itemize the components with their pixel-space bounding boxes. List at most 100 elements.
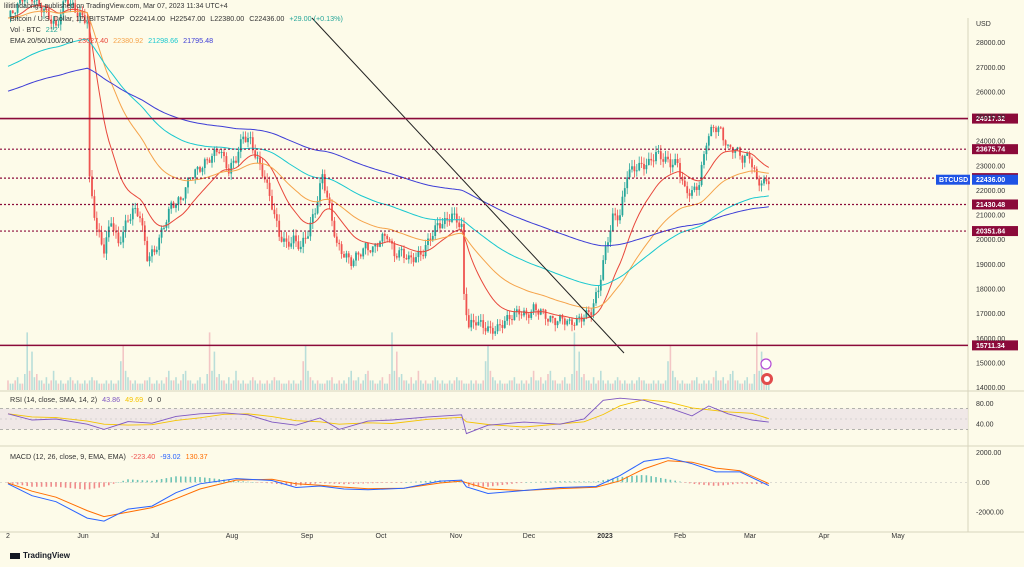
candle-body bbox=[98, 229, 101, 233]
macd-hist-bar bbox=[765, 482, 768, 485]
volume-bar bbox=[722, 377, 724, 390]
candle-body bbox=[148, 256, 151, 262]
volume-bar bbox=[410, 377, 412, 390]
volume-bar bbox=[573, 332, 576, 390]
volume-bar bbox=[295, 383, 297, 390]
macd-hist-bar bbox=[674, 480, 676, 483]
candle-body bbox=[163, 227, 165, 229]
volume-bar bbox=[732, 370, 734, 390]
volume-bar bbox=[636, 380, 638, 390]
candle-body bbox=[609, 230, 612, 243]
candle-body bbox=[88, 22, 91, 177]
volume-bar bbox=[460, 380, 463, 390]
macd-hist-bar bbox=[391, 482, 393, 483]
volume-bar bbox=[484, 361, 487, 390]
candle-body bbox=[19, 0, 21, 4]
volume-bar bbox=[254, 380, 256, 390]
macd-legend[interactable]: MACD (12, 26, close, 9, EMA, EMA) -223.4… bbox=[10, 452, 211, 461]
volume-bar bbox=[508, 380, 511, 390]
volume-bar bbox=[218, 374, 220, 390]
volume-bar bbox=[648, 383, 650, 390]
candle-body bbox=[700, 164, 703, 186]
candle-body bbox=[662, 159, 665, 162]
tradingview-logo[interactable]: TradingView bbox=[10, 551, 70, 560]
macd-hist-bar bbox=[84, 482, 86, 490]
level-tag-label: 23675.74 bbox=[976, 147, 1005, 154]
macd-hist-bar bbox=[520, 482, 523, 483]
volume-bar bbox=[720, 380, 722, 390]
candle-body bbox=[475, 322, 477, 326]
volume-bar bbox=[271, 380, 273, 390]
candle-body bbox=[477, 321, 480, 326]
macd-hist-bar bbox=[501, 482, 504, 485]
dividend-icon bbox=[760, 358, 772, 370]
volume-bar bbox=[76, 380, 79, 390]
candle-body bbox=[266, 179, 269, 183]
rsi-legend[interactable]: RSI (14, close, SMA, 14, 2) 43.86 49.69 … bbox=[10, 395, 164, 404]
volume-bar bbox=[453, 380, 456, 390]
candle-body bbox=[669, 159, 672, 168]
candle-body bbox=[139, 216, 141, 219]
macd-hist-bar bbox=[448, 480, 451, 483]
symbol-legend[interactable]: Bitcoin / U.S. Dollar, 1D, BITSTAMP O224… bbox=[10, 14, 346, 23]
macd-hist-bar bbox=[420, 481, 422, 483]
last-price-tag bbox=[972, 174, 1018, 185]
candle-body bbox=[559, 314, 561, 322]
volume-bar bbox=[64, 383, 67, 390]
volume-bar bbox=[638, 377, 640, 390]
candle-body bbox=[35, 0, 38, 1]
macd-hist-bar bbox=[151, 480, 153, 483]
macd-hist-bar bbox=[204, 477, 206, 483]
volume-bar bbox=[62, 383, 64, 390]
candle-body bbox=[295, 235, 297, 242]
candle-body bbox=[201, 168, 204, 172]
candle-body bbox=[71, 3, 74, 5]
macd-hist-bar bbox=[664, 478, 667, 483]
symbol-tag-label: BTCUSD bbox=[939, 177, 968, 184]
volume-bar bbox=[187, 380, 189, 390]
ohlc-high: H22547.00 bbox=[170, 14, 206, 23]
volume-bar bbox=[12, 383, 14, 390]
candle-body bbox=[302, 237, 305, 247]
candle-body bbox=[38, 0, 41, 7]
volume-bar bbox=[729, 374, 732, 390]
volume-bar bbox=[148, 377, 151, 390]
macd-hist-bar bbox=[559, 481, 561, 483]
price-tick-label: 27000.00 bbox=[976, 65, 1005, 72]
macd-hist-bar bbox=[684, 482, 686, 483]
volume-bar bbox=[223, 380, 225, 390]
volume-bar bbox=[230, 383, 232, 390]
volume-bar bbox=[420, 380, 422, 390]
volume-bar bbox=[408, 383, 410, 390]
candle-body bbox=[331, 203, 333, 221]
volume-bar bbox=[672, 370, 674, 390]
ema-legend[interactable]: EMA 20/50/100/200 23027.40 22380.92 2129… bbox=[10, 36, 216, 45]
volume-bar bbox=[588, 380, 590, 390]
candle-body bbox=[206, 159, 209, 161]
volume-bar bbox=[768, 380, 770, 390]
candle-body bbox=[251, 137, 254, 151]
volume-bar bbox=[480, 383, 482, 390]
volume-bar bbox=[609, 383, 612, 390]
volume-legend[interactable]: Vol · BTC 212 bbox=[10, 25, 61, 34]
candle-body bbox=[501, 324, 504, 328]
time-axis[interactable]: 2 Jun Jul Aug Sep Oct Nov Dec 2023 Feb Mar Apr May bbox=[6, 533, 905, 540]
macd-hist-bar bbox=[415, 481, 417, 483]
candle-body bbox=[278, 220, 281, 237]
volume-bar bbox=[276, 380, 278, 390]
candle-body bbox=[76, 12, 79, 17]
volume-bar bbox=[45, 377, 48, 390]
price-tick-label: 23000.00 bbox=[976, 163, 1005, 170]
volume-bar bbox=[400, 374, 403, 390]
macd-hist-bar bbox=[31, 482, 33, 487]
price-axis[interactable]: USD 14000.00 15000.00 16000.00 17000.00 18000… bbox=[976, 21, 1005, 517]
volume-bar bbox=[139, 383, 141, 390]
candle-body bbox=[371, 246, 374, 253]
candle-body bbox=[160, 228, 163, 238]
volume-bar bbox=[156, 380, 158, 390]
volume-bar bbox=[67, 380, 69, 390]
candle-body bbox=[544, 309, 547, 319]
macd-hist-bar bbox=[199, 477, 201, 483]
candle-body bbox=[292, 235, 295, 244]
